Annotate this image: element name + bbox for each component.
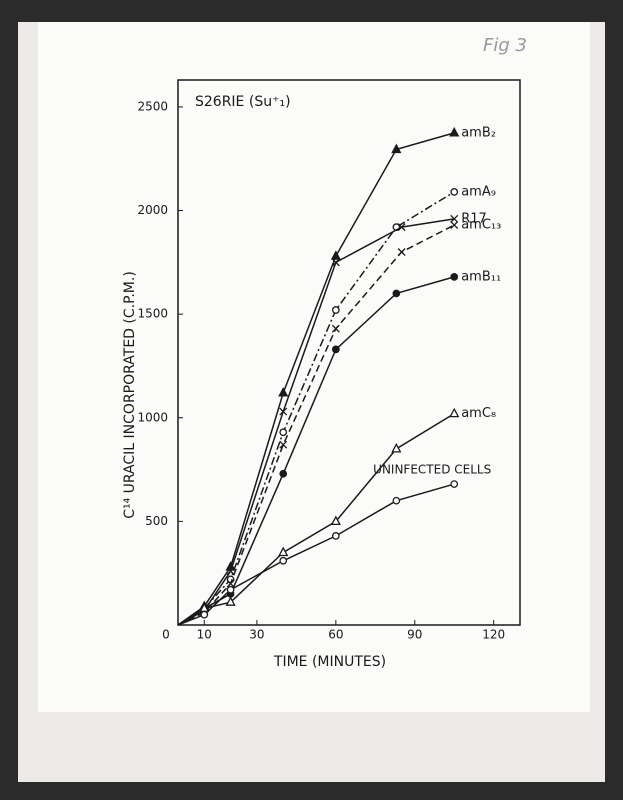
- point: [391, 143, 402, 154]
- chart-title: S26RIE (Su⁺₁): [195, 94, 291, 110]
- point: [226, 567, 235, 576]
- point: [397, 248, 406, 256]
- point: [392, 289, 401, 298]
- x-tick-label: 10: [197, 628, 212, 642]
- legend-label: amB₂: [461, 125, 496, 140]
- point: [449, 407, 460, 418]
- x-tick-label: 60: [328, 628, 343, 642]
- point: [226, 579, 235, 588]
- point: [450, 221, 459, 230]
- point: [200, 610, 209, 619]
- legend-label: amC₈: [461, 406, 496, 421]
- point: [225, 596, 236, 606]
- y-tick-label: 2500: [137, 99, 168, 113]
- point: [279, 556, 288, 565]
- legend-label: R17: [461, 211, 487, 226]
- point: [279, 407, 288, 416]
- x-axis-label: TIME (MINUTES): [273, 654, 386, 670]
- point: [279, 440, 288, 449]
- y-axis-label: C¹⁴ URACIL INCORPORATED (C.P.M.): [122, 271, 138, 519]
- point: [330, 515, 341, 526]
- point: [397, 223, 406, 232]
- legend-label: amA₉: [461, 184, 496, 199]
- y-tick-label: 2000: [137, 203, 168, 217]
- point: [279, 469, 288, 478]
- point: [331, 345, 340, 354]
- y-tick-label: 500: [145, 514, 168, 528]
- legend-label: amB₁₁: [461, 269, 501, 284]
- x-tick-label: 90: [407, 628, 422, 642]
- point: [450, 480, 459, 488]
- point: [279, 428, 288, 437]
- point: [450, 188, 459, 196]
- legend-label: amC₁₃: [461, 218, 501, 233]
- annotation: Fig 3: [483, 35, 527, 56]
- point: [330, 250, 341, 260]
- point: [391, 442, 402, 453]
- x-tick-label: 0: [162, 628, 170, 642]
- point: [331, 306, 340, 314]
- point: [226, 585, 235, 594]
- point: [450, 214, 459, 223]
- point: [392, 496, 401, 505]
- point: [450, 273, 459, 281]
- y-tick-label: 1000: [137, 410, 168, 424]
- legend-label: UNINFECTED CELLS: [373, 463, 491, 477]
- point: [278, 546, 289, 557]
- point: [331, 532, 340, 540]
- point: [449, 126, 460, 137]
- point: [331, 258, 340, 267]
- x-tick-label: 30: [249, 628, 264, 642]
- y-tick-label: 1500: [137, 307, 168, 321]
- chart-sheet: [38, 22, 590, 712]
- point: [331, 324, 340, 333]
- point: [278, 387, 289, 397]
- plot-frame: [177, 79, 521, 626]
- x-tick-label: 120: [482, 628, 505, 642]
